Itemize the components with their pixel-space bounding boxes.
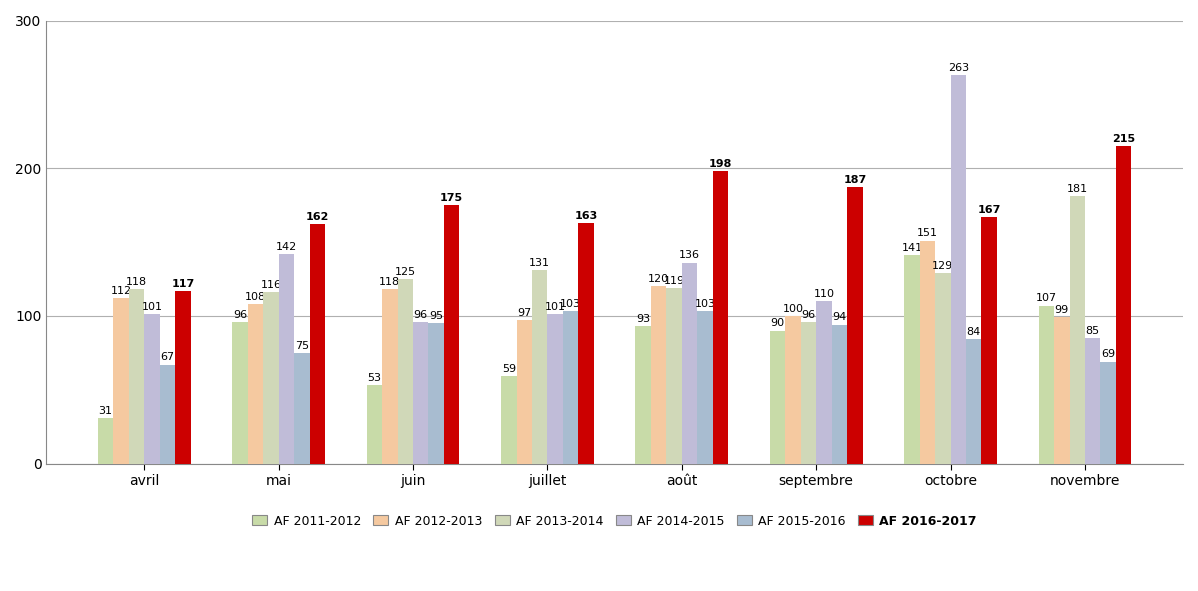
Bar (563, 311, 579, 463)
Text: 162: 162 (305, 212, 329, 222)
Text: 103: 103 (561, 299, 581, 309)
Bar (501, 376, 516, 463)
Bar (950, 75, 966, 463)
Bar (532, 270, 547, 463)
Bar (516, 320, 532, 463)
Text: 97: 97 (518, 308, 532, 318)
Bar (175, 291, 190, 463)
Text: 119: 119 (664, 275, 684, 285)
Bar (547, 314, 563, 463)
Text: 118: 118 (126, 277, 147, 287)
Text: 96: 96 (232, 310, 247, 320)
Text: 112: 112 (110, 286, 132, 296)
Text: 69: 69 (1101, 349, 1115, 359)
Text: 131: 131 (530, 258, 550, 268)
Text: 101: 101 (545, 302, 565, 312)
Bar (129, 289, 144, 463)
Text: 99: 99 (1054, 305, 1069, 315)
Bar (966, 339, 981, 463)
Text: 175: 175 (440, 193, 464, 203)
Bar (981, 217, 997, 463)
Text: 136: 136 (679, 251, 700, 261)
Bar (309, 225, 325, 463)
Text: 93: 93 (636, 314, 651, 324)
Text: 100: 100 (782, 304, 804, 314)
Bar (651, 286, 666, 463)
Bar (697, 311, 713, 463)
Bar (682, 262, 697, 463)
Bar (920, 241, 936, 463)
Bar (713, 171, 728, 463)
Text: 67: 67 (161, 352, 175, 362)
Bar (144, 314, 159, 463)
Text: 181: 181 (1066, 184, 1088, 194)
Bar (382, 289, 398, 463)
Bar (429, 323, 444, 463)
Text: 118: 118 (380, 277, 400, 287)
Text: 151: 151 (916, 228, 938, 238)
Bar (1039, 306, 1054, 463)
Bar (295, 353, 309, 463)
Bar (264, 292, 279, 463)
Bar (800, 322, 816, 463)
Bar (785, 316, 800, 463)
Text: 117: 117 (171, 278, 194, 288)
Bar (579, 223, 594, 463)
Bar (279, 254, 295, 463)
Bar (666, 288, 682, 463)
Text: 116: 116 (260, 280, 282, 290)
Bar (1101, 362, 1115, 463)
Text: 215: 215 (1112, 134, 1136, 144)
Text: 95: 95 (429, 311, 443, 321)
Legend: AF 2011-2012, AF 2012-2013, AF 2013-2014, AF 2014-2015, AF 2015-2016, AF 2016-20: AF 2011-2012, AF 2012-2013, AF 2013-2014… (247, 509, 982, 532)
Bar (413, 322, 429, 463)
Bar (114, 298, 129, 463)
Text: 141: 141 (901, 243, 922, 253)
Text: 107: 107 (1036, 293, 1057, 303)
Bar (444, 205, 459, 463)
Bar (1070, 196, 1085, 463)
Text: 167: 167 (978, 204, 1000, 215)
Bar (398, 279, 413, 463)
Text: 84: 84 (967, 327, 981, 337)
Text: 125: 125 (395, 267, 416, 277)
Bar (847, 187, 863, 463)
Text: 59: 59 (502, 364, 516, 374)
Bar (904, 255, 920, 463)
Text: 198: 198 (709, 159, 732, 169)
Bar (816, 301, 831, 463)
Bar (1085, 338, 1101, 463)
Text: 187: 187 (843, 175, 866, 185)
Text: 96: 96 (801, 310, 816, 320)
Text: 101: 101 (141, 302, 163, 312)
Bar (635, 326, 651, 463)
Text: 108: 108 (244, 292, 266, 302)
Text: 263: 263 (948, 63, 969, 73)
Text: 163: 163 (574, 210, 598, 220)
Text: 110: 110 (813, 289, 835, 299)
Text: 53: 53 (368, 373, 381, 383)
Bar (1115, 146, 1131, 463)
Bar (367, 385, 382, 463)
Bar (831, 324, 847, 463)
Bar (770, 330, 785, 463)
Text: 90: 90 (770, 319, 785, 329)
Bar (248, 304, 264, 463)
Bar (232, 322, 248, 463)
Bar (98, 418, 114, 463)
Text: 85: 85 (1085, 326, 1100, 336)
Text: 31: 31 (98, 405, 113, 415)
Text: 120: 120 (648, 274, 670, 284)
Text: 103: 103 (695, 299, 715, 309)
Text: 75: 75 (295, 340, 309, 350)
Text: 96: 96 (413, 310, 428, 320)
Bar (1054, 317, 1070, 463)
Text: 142: 142 (276, 242, 297, 252)
Bar (936, 273, 950, 463)
Text: 129: 129 (932, 261, 954, 271)
Text: 94: 94 (833, 313, 847, 323)
Bar (159, 365, 175, 463)
